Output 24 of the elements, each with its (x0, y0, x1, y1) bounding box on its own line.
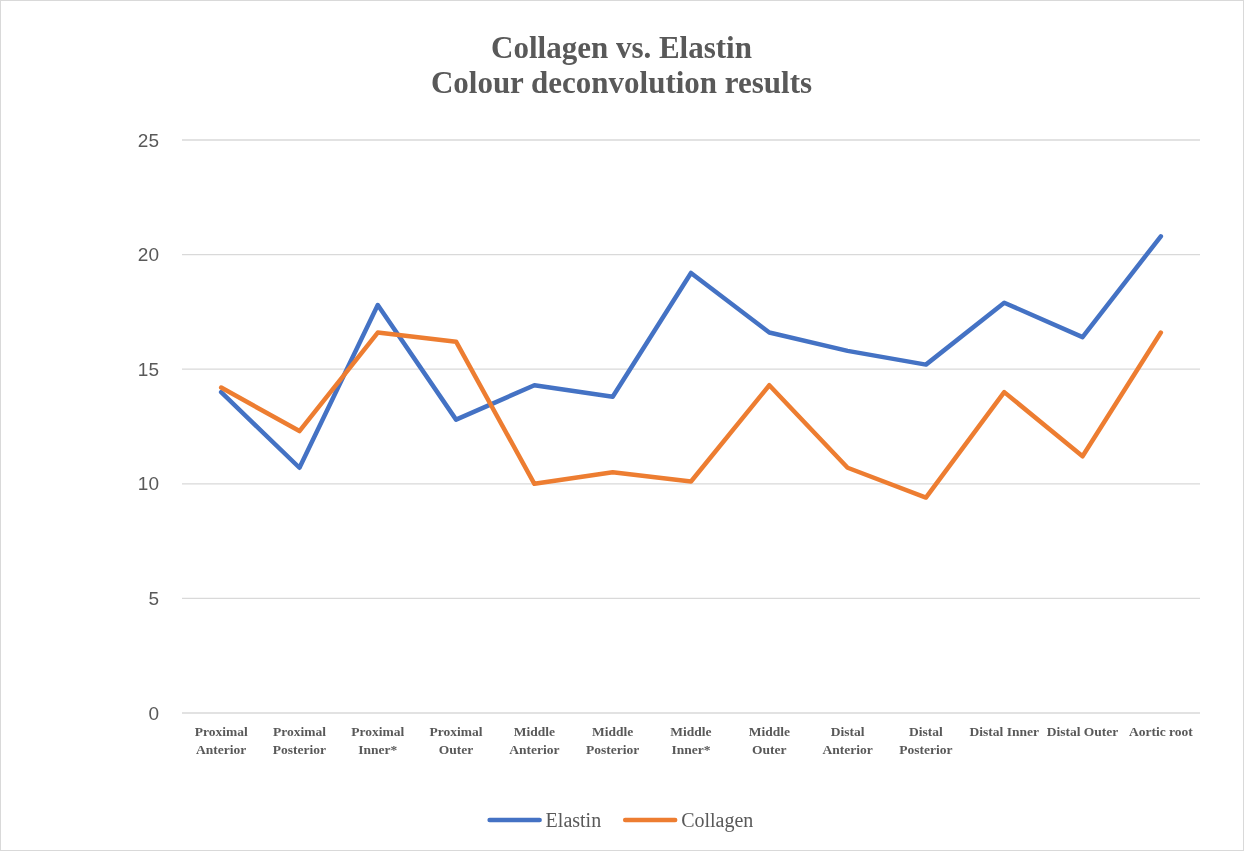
y-tick-label: 10 (137, 473, 159, 495)
x-tick-label: Proximal Anterior (194, 724, 248, 757)
x-tick-label: Middle Posterior (586, 724, 640, 757)
y-tick-label: 20 (137, 244, 159, 266)
y-tick-label: 5 (148, 587, 159, 609)
x-tick-label: Aortic root (1128, 724, 1194, 739)
y-tick-label: 25 (137, 129, 159, 151)
x-tick-label: Middle Inner* (670, 724, 712, 757)
y-tick-label: 0 (148, 702, 159, 724)
y-tick-label: 15 (137, 358, 159, 380)
line-series (218, 234, 1164, 471)
x-tick-label: Middle Anterior (509, 724, 560, 757)
x-tick-label: Distal Inner (969, 724, 1039, 739)
x-tick-label: Proximal Outer (429, 724, 483, 757)
x-tick-label: Distal Outer (1046, 724, 1119, 739)
legend-label: Collagen (681, 809, 754, 832)
x-tick-label: Proximal Inner* (351, 724, 405, 757)
legend-label: Elastin (545, 809, 602, 831)
x-tick-label: Proximal Posterior (272, 724, 327, 757)
x-tick-label: Distal Posterior (899, 724, 953, 757)
line-series (218, 330, 1164, 500)
x-tick-label: Middle Outer (748, 724, 790, 757)
x-tick-label: Distal Anterior (822, 724, 873, 757)
chart-title: Collagen vs. Elastin Colour deconvolution results (430, 30, 813, 100)
